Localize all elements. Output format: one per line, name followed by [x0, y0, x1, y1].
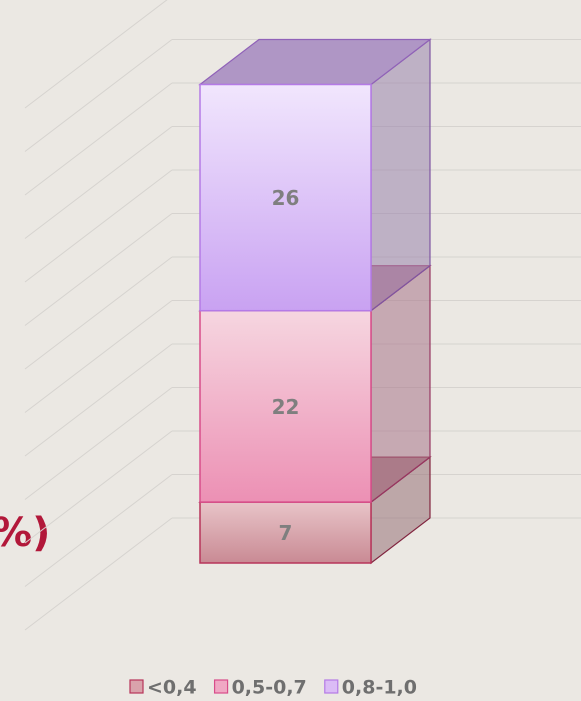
bar: [199, 83, 372, 312]
grid-line: [24, 343, 173, 457]
legend-label: <0,4: [147, 677, 197, 699]
data-label: 7: [279, 521, 293, 545]
legend-label: 0,8-1,0: [342, 677, 417, 699]
grid-line: [24, 430, 173, 544]
bar-side: [370, 38, 431, 312]
legend-swatch: [213, 679, 229, 694]
grid-line: [24, 387, 173, 500]
grid-line: [24, 300, 173, 413]
grid-line: [24, 39, 173, 152]
grid-line: [24, 82, 173, 196]
data-label: 26: [272, 186, 300, 210]
legend-label: 0,5-0,7: [232, 677, 307, 699]
data-label: 22: [272, 395, 300, 419]
grid-line: [24, 0, 168, 109]
grid-line: [24, 169, 173, 283]
grid-line: [24, 213, 173, 326]
grid-line: [24, 474, 173, 587]
bar: [199, 501, 372, 564]
legend-swatch: [324, 679, 339, 694]
bar: [199, 309, 372, 503]
legend-swatch: [129, 679, 144, 694]
annotation: %): [0, 510, 50, 556]
grid-line: [24, 517, 173, 631]
grid-line: [24, 126, 173, 239]
grid-line: [24, 256, 173, 370]
